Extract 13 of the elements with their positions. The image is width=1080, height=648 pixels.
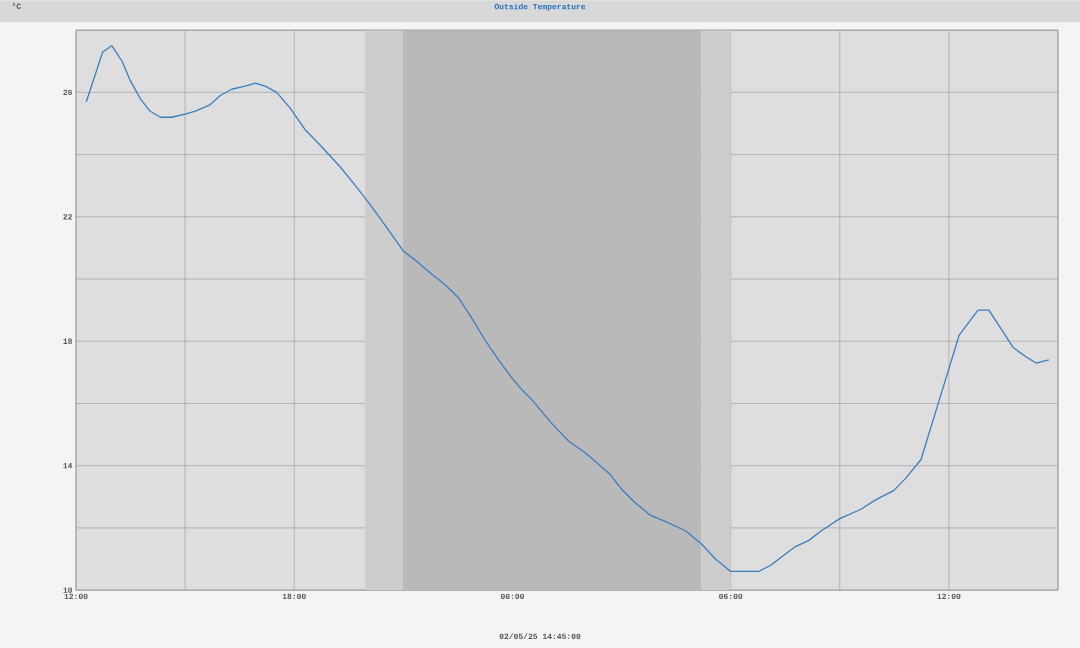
- x-tick-label: 00:00: [500, 593, 524, 600]
- y-tick-label: 18: [63, 338, 73, 344]
- x-tick-label: 12:00: [937, 593, 961, 600]
- y-tick-label: 14: [63, 463, 73, 469]
- x-tick-label: 12:00: [64, 593, 88, 600]
- text: 02/05/25 14:45:00: [499, 633, 581, 640]
- y-tick-label: 10: [63, 587, 73, 593]
- y-tick-label: 22: [63, 214, 72, 220]
- x-tick-label: 06:00: [719, 593, 743, 600]
- chart-title: Outside Temperature: [494, 3, 586, 11]
- x-tick-label: 18:00: [282, 593, 306, 600]
- y-tick-label: 26: [63, 89, 73, 96]
- text: °C: [12, 3, 21, 9]
